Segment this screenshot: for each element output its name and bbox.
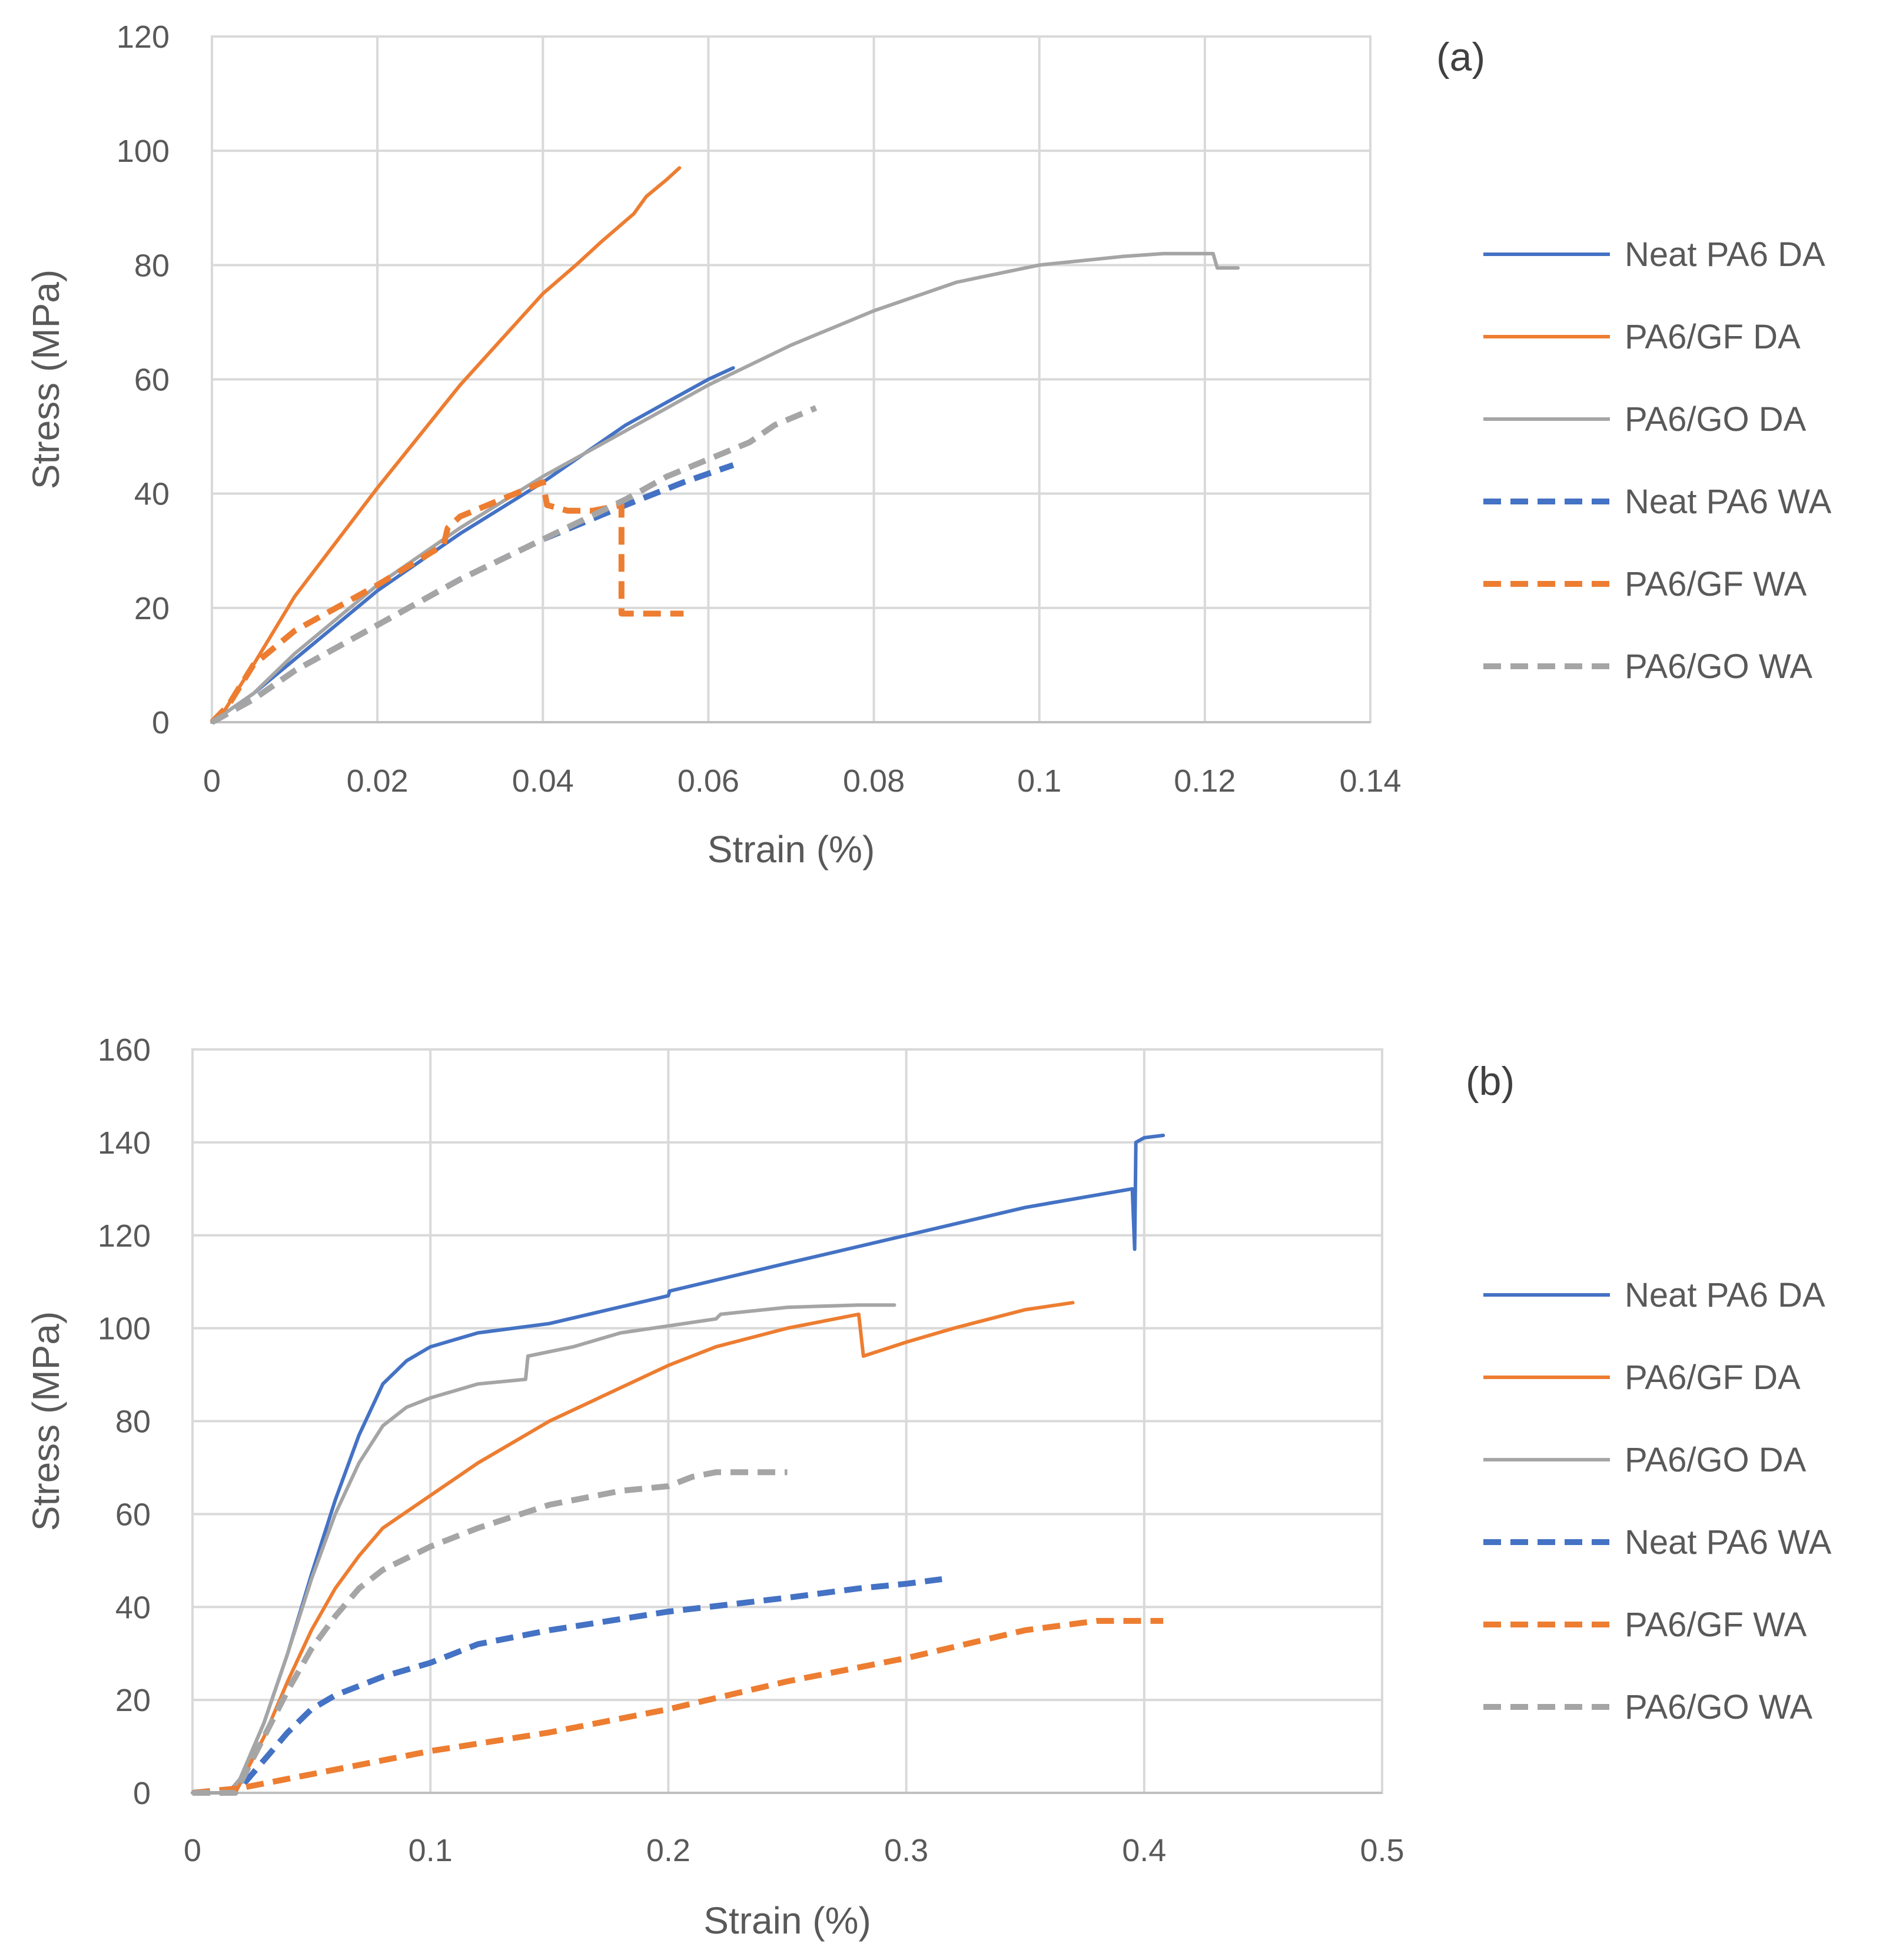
y-tick-label: 100 [98, 1311, 151, 1347]
legend-label: PA6/GF DA [1625, 318, 1801, 356]
series-line-neat-pa6-da [191, 1134, 1166, 1795]
x-tick-label: 0.1 [409, 1833, 453, 1868]
y-tick-label: 80 [134, 248, 170, 283]
series-line-pa6-gf-wa [210, 479, 684, 725]
x-tick-label: 0.1 [1017, 763, 1061, 799]
y-tick-label: 0 [152, 705, 170, 740]
legend-label: PA6/GO DA [1625, 1441, 1807, 1479]
y-tick-label: 100 [117, 134, 170, 169]
x-tick-label: 0.5 [1360, 1833, 1404, 1868]
legend-label: Neat PA6 DA [1625, 1276, 1825, 1314]
series-line-pa6-gf-da [191, 1301, 1075, 1795]
y-tick-label: 40 [115, 1590, 151, 1625]
legend-label: Neat PA6 DA [1625, 235, 1825, 274]
x-tick-label: 0.06 [678, 763, 739, 799]
x-axis-title: Strain (%) [703, 1899, 871, 1942]
y-tick-label: 80 [115, 1404, 151, 1440]
series-line-neat-pa6-wa [192, 1576, 942, 1796]
y-axis-title: Stress (MPa) [25, 1311, 67, 1531]
series-line-pa6-go-wa [210, 405, 818, 725]
chart-panel-b: 0 20 40 60 80 100 120 140 160 0 0.1 0.2 0.3 0.4 0.5 Str… [25, 1032, 1832, 1942]
legend-label: PA6/GF WA [1625, 565, 1807, 603]
y-tick-label: 160 [98, 1032, 151, 1068]
x-tick-label: 0.08 [843, 763, 905, 799]
y-tick-label: 20 [115, 1683, 151, 1718]
series-line-pa6-go-da [191, 1303, 896, 1795]
chart-panel-a: 0 20 40 60 80 100 120 0 0.02 0.04 0.06 0.08 0.1 0.12 0… [25, 19, 1832, 871]
y-tick-label: 60 [134, 363, 170, 398]
series-line-neat-pa6-da [210, 366, 735, 724]
x-tick-label: 0 [203, 763, 221, 799]
x-tick-label: 0.2 [646, 1833, 690, 1868]
y-tick-label: 60 [115, 1497, 151, 1532]
y-tick-label: 40 [134, 477, 170, 512]
x-tick-label: 0.14 [1339, 763, 1401, 799]
x-tick-label: 0.02 [347, 763, 409, 799]
legend-label: PA6/GF WA [1625, 1606, 1807, 1644]
y-tick-label: 0 [133, 1776, 151, 1811]
panel-label: (b) [1466, 1059, 1515, 1104]
series-line-pa6-gf-wa [192, 1617, 1164, 1796]
legend-label: PA6/GO WA [1625, 1688, 1812, 1726]
panel-label: (a) [1436, 35, 1485, 79]
y-tick-label: 20 [134, 591, 170, 626]
series-line-pa6-gf-da [210, 166, 682, 724]
x-tick-label: 0.4 [1122, 1833, 1166, 1868]
x-tick-label: 0.04 [512, 763, 574, 799]
x-tick-label: 0.12 [1174, 763, 1236, 799]
series-line-neat-pa6-wa [210, 462, 735, 725]
legend-label: PA6/GF DA [1625, 1358, 1801, 1397]
y-tick-label: 120 [117, 19, 170, 55]
y-axis-title: Stress (MPa) [25, 270, 67, 489]
x-axis-title: Strain (%) [708, 828, 875, 871]
y-tick-label: 120 [98, 1218, 151, 1254]
y-tick-label: 140 [98, 1125, 151, 1161]
legend-label: PA6/GO WA [1625, 647, 1812, 686]
x-tick-label: 0.3 [884, 1833, 928, 1868]
x-tick-label: 0 [184, 1833, 201, 1868]
series-line-pa6-go-wa [192, 1469, 788, 1796]
legend-label: Neat PA6 WA [1625, 1523, 1832, 1562]
series-line-pa6-go-da [210, 251, 1240, 724]
legend-label: Neat PA6 WA [1625, 483, 1832, 521]
legend-label: PA6/GO DA [1625, 400, 1807, 438]
